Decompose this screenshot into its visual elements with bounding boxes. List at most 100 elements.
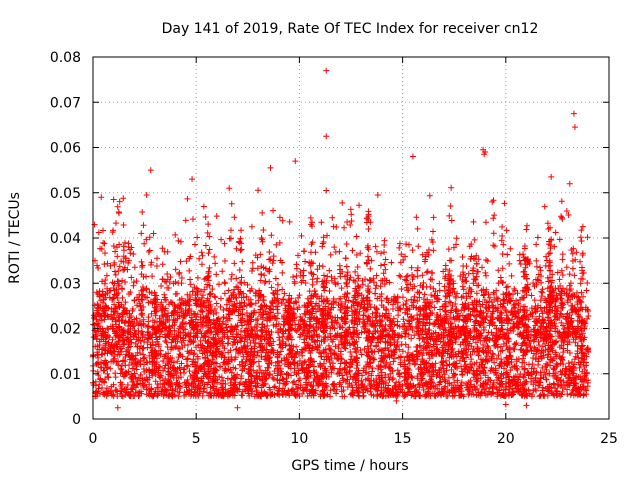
data-point xyxy=(337,360,344,367)
data-point xyxy=(532,322,539,329)
data-point xyxy=(159,245,166,252)
data-point xyxy=(387,361,394,368)
data-point xyxy=(259,209,266,216)
data-point xyxy=(138,258,145,265)
data-point xyxy=(373,248,380,255)
data-point xyxy=(503,227,510,234)
data-point xyxy=(253,317,260,324)
data-point xyxy=(144,324,151,331)
data-point xyxy=(521,365,528,372)
data-point xyxy=(342,255,349,262)
data-point xyxy=(112,370,119,377)
data-point xyxy=(201,385,208,392)
data-point xyxy=(403,277,410,284)
data-point xyxy=(324,273,331,280)
data-point xyxy=(140,351,147,358)
data-point xyxy=(217,295,224,302)
data-point xyxy=(274,306,281,313)
data-point xyxy=(149,273,156,280)
data-point xyxy=(396,272,403,279)
data-point xyxy=(118,362,125,369)
data-point xyxy=(321,337,328,344)
data-point xyxy=(369,310,376,317)
data-point xyxy=(318,219,325,226)
data-point xyxy=(359,277,366,284)
data-point xyxy=(119,277,126,284)
data-point xyxy=(371,279,378,286)
data-point xyxy=(511,285,518,292)
data-point xyxy=(486,294,493,301)
data-point xyxy=(331,244,338,251)
data-point xyxy=(563,264,570,271)
data-point xyxy=(130,250,137,257)
data-point xyxy=(558,198,565,205)
data-point xyxy=(556,276,563,283)
data-point xyxy=(584,345,591,352)
data-point xyxy=(225,349,232,356)
data-point xyxy=(536,313,543,320)
data-point xyxy=(184,195,191,202)
data-point xyxy=(582,359,589,366)
data-point xyxy=(112,220,119,227)
data-point xyxy=(187,281,194,288)
data-point xyxy=(222,280,229,287)
data-point xyxy=(552,385,559,392)
data-point xyxy=(477,375,484,382)
data-point xyxy=(120,195,127,202)
data-point xyxy=(398,286,405,293)
data-point xyxy=(468,356,475,363)
data-point xyxy=(430,247,437,254)
data-point xyxy=(150,230,157,237)
data-point xyxy=(213,300,220,307)
data-point xyxy=(279,269,286,276)
data-point xyxy=(327,251,334,258)
data-point xyxy=(128,274,135,281)
data-point xyxy=(178,280,185,287)
data-point xyxy=(133,278,140,285)
data-point xyxy=(394,367,401,374)
data-point xyxy=(559,388,566,395)
data-point xyxy=(274,310,281,317)
data-point xyxy=(436,280,443,287)
data-point xyxy=(508,272,515,279)
data-point xyxy=(501,297,508,304)
data-point xyxy=(185,341,192,348)
data-point xyxy=(265,364,272,371)
data-point xyxy=(161,291,168,298)
data-point xyxy=(426,192,433,199)
data-point xyxy=(344,219,351,226)
data-point xyxy=(295,252,302,259)
data-point xyxy=(279,217,286,224)
data-point xyxy=(293,328,300,335)
data-point xyxy=(584,279,591,286)
data-point xyxy=(104,370,111,377)
data-point xyxy=(180,337,187,344)
data-point xyxy=(551,243,558,250)
data-point xyxy=(347,349,354,356)
data-point xyxy=(164,270,171,277)
data-point xyxy=(257,367,264,374)
data-point xyxy=(255,187,262,194)
data-point xyxy=(416,335,423,342)
data-point xyxy=(122,299,129,306)
data-point xyxy=(228,271,235,278)
data-point xyxy=(140,345,147,352)
data-point xyxy=(497,274,504,281)
data-point xyxy=(199,252,206,259)
data-point xyxy=(197,314,204,321)
data-point xyxy=(164,313,171,320)
data-point xyxy=(116,198,123,205)
data-point xyxy=(183,362,190,369)
data-point xyxy=(178,275,185,282)
data-point xyxy=(109,336,116,343)
data-point xyxy=(289,379,296,386)
data-point xyxy=(482,219,489,226)
data-point xyxy=(360,392,367,399)
data-point xyxy=(493,384,500,391)
data-point xyxy=(266,384,273,391)
data-point xyxy=(145,314,152,321)
data-point xyxy=(212,260,219,267)
data-point xyxy=(107,387,114,394)
data-point xyxy=(529,361,536,368)
